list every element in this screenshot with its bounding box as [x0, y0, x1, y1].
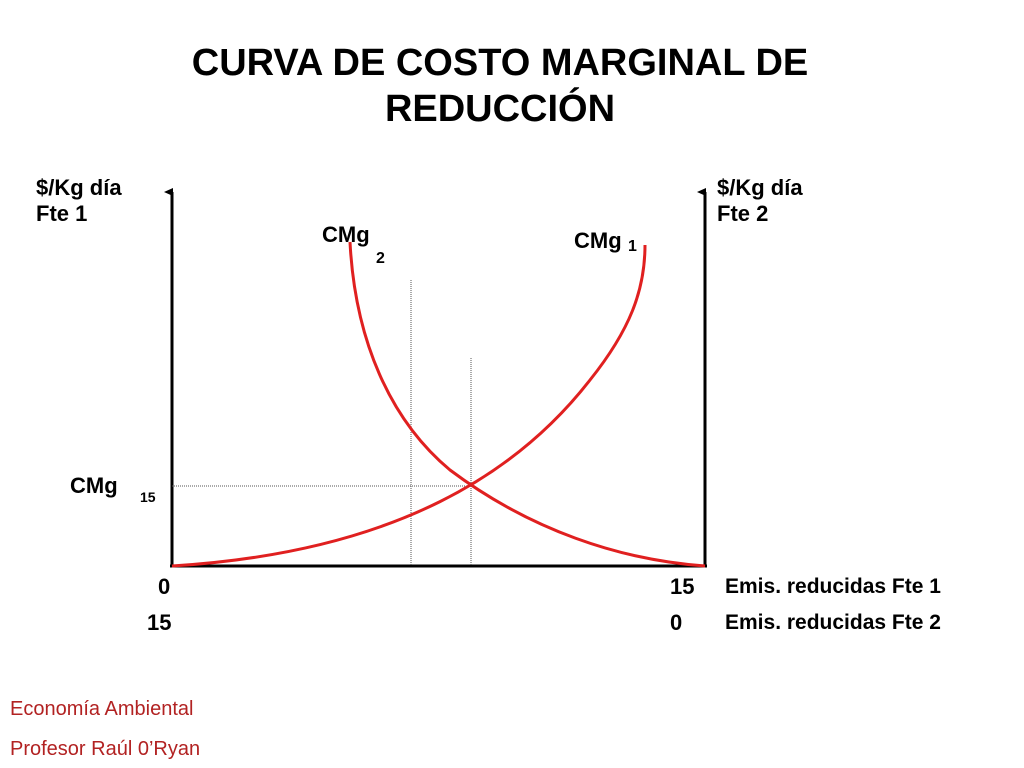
series-label-cmg1: CMg	[574, 228, 622, 254]
left-axis-label: $/Kg día Fte 1	[36, 175, 122, 227]
title-line-2: REDUCCIÓN	[384, 88, 616, 130]
right-axis-label: $/Kg día Fte 2	[717, 175, 803, 227]
chart-title: CURVA DE COSTO MARGINAL DE REDUCCIÓN	[0, 40, 1000, 132]
series-label-cmg2-subscript: 2	[376, 250, 385, 267]
footer-professor: Profesor Raúl 0’Ryan	[10, 738, 201, 760]
x-axis-label-fte2: Emis. reducidas Fte 2	[725, 611, 941, 634]
equilibrium-label: CMg	[70, 473, 118, 498]
cmg2-curve	[348, 241, 706, 568]
footer-course: Economía Ambiental	[10, 698, 194, 720]
right-axis-label-line2: Fte 2	[717, 201, 769, 226]
x-tick-fte1-start: 0	[158, 574, 171, 599]
x-tick-fte2-start: 15	[147, 610, 172, 635]
title-line-1: CURVA DE COSTO MARGINAL DE	[191, 42, 809, 84]
series-label-cmg1-subscript: 1	[628, 238, 637, 255]
equilibrium-label-subscript: 15	[140, 489, 156, 505]
cmg1-curve	[171, 244, 647, 568]
x-tick-fte1-end: 15	[670, 574, 695, 599]
series-label-cmg1-name: CMg	[574, 228, 622, 253]
series-label-cmg2: CMg	[322, 222, 370, 248]
left-axis-label-line1: $/Kg día	[36, 175, 122, 200]
series-label-cmg2-name: CMg	[322, 222, 370, 247]
x-axis-label-fte1: Emis. reducidas Fte 1	[725, 575, 941, 598]
x-tick-fte2-end: 0	[670, 610, 683, 635]
left-axis-label-line2: Fte 1	[36, 201, 88, 226]
right-axis-label-line1: $/Kg día	[717, 175, 803, 200]
